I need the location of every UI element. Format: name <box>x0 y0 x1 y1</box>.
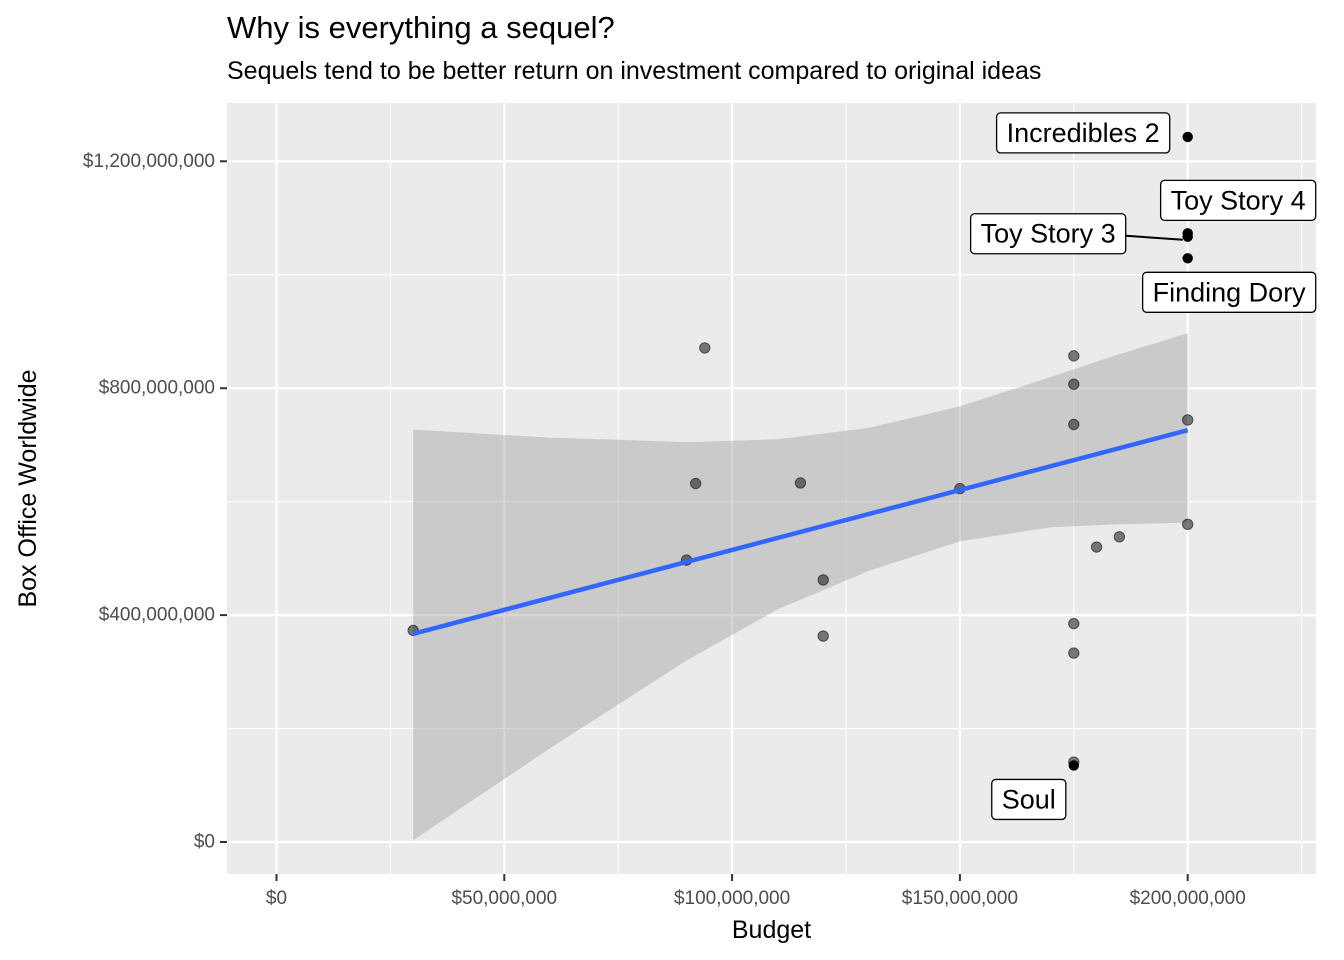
data-point <box>1068 418 1080 431</box>
point-label-box <box>991 778 1067 821</box>
data-point <box>1090 541 1103 553</box>
data-point <box>817 630 829 642</box>
highlight-point <box>1182 131 1193 143</box>
chart-subtitle: Sequels tend to be better return on inve… <box>227 57 1042 85</box>
trend-line <box>412 428 1189 636</box>
x-axis-title: Budget <box>732 916 811 944</box>
highlight-point <box>1182 253 1193 264</box>
data-point <box>1182 414 1194 426</box>
x-tick-label: $100,000,000 <box>674 888 790 909</box>
data-point <box>1113 531 1126 543</box>
point-label-text: Toy Story 4 <box>1171 185 1306 215</box>
data-point <box>1068 617 1080 630</box>
y-tick-label: $400,000,000 <box>99 605 215 626</box>
point-label-soul: Soul <box>991 778 1067 821</box>
point-label-toy-story-4: Toy Story 4 <box>1159 179 1317 221</box>
data-point <box>817 574 829 586</box>
point-label-box <box>1159 179 1317 221</box>
y-tick-label: $800,000,000 <box>99 378 215 399</box>
confidence-band <box>413 333 1188 841</box>
data-point <box>689 477 702 490</box>
data-point <box>1068 378 1080 390</box>
data-point <box>699 342 711 354</box>
point-label-text: Incredibles 2 <box>1007 118 1160 148</box>
y-axis-title: Box Office Worldwide <box>14 369 42 607</box>
highlight-point <box>1068 760 1080 771</box>
data-point <box>794 477 807 489</box>
data-point <box>1068 647 1080 659</box>
point-label-finding-dory: Finding Dory <box>1141 271 1317 313</box>
label-leader-line <box>1125 234 1183 241</box>
point-label-box <box>995 112 1171 154</box>
point-label-text: Toy Story 3 <box>981 219 1116 249</box>
point-label-incredibles-2: Incredibles 2 <box>995 112 1171 154</box>
point-label-text: Soul <box>1002 784 1056 814</box>
point-label-box <box>1141 271 1317 313</box>
y-tick-label: $0 <box>194 832 215 853</box>
chart-title: Why is everything a sequel? <box>227 10 615 45</box>
point-label-box <box>969 213 1127 255</box>
x-tick-label: $50,000,000 <box>451 888 557 909</box>
plot-panel <box>227 103 1316 874</box>
x-tick-label: $200,000,000 <box>1130 888 1246 909</box>
data-point <box>1068 350 1080 362</box>
y-tick-label: $1,200,000,000 <box>83 151 215 172</box>
point-label-text: Finding Dory <box>1153 277 1307 307</box>
x-tick-label: $150,000,000 <box>902 888 1018 909</box>
data-point <box>1182 518 1194 531</box>
plot-content <box>407 131 1194 841</box>
x-tick-label: $0 <box>266 888 287 909</box>
highlight-point <box>1182 231 1193 242</box>
point-label-toy-story-3: Toy Story 3 <box>969 213 1183 255</box>
